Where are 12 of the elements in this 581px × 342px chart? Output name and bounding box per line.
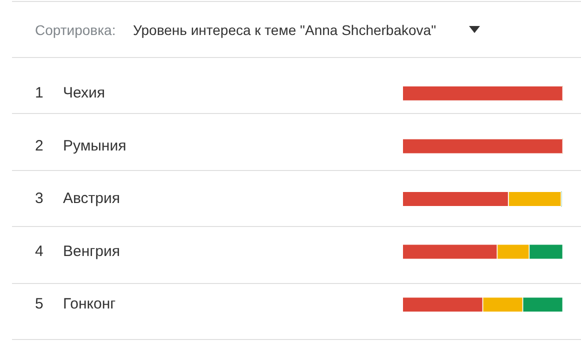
y-tick-label: Гонконг bbox=[63, 296, 116, 313]
y-tick-label: Венгрия bbox=[63, 242, 120, 260]
y-tick-label: Чехия bbox=[63, 84, 106, 102]
text: Уровень интереса к теме "Anna Shcherbakova" bbox=[133, 21, 436, 39]
y-tick-label: Румыния bbox=[63, 137, 126, 154]
text: Сортировка: bbox=[35, 21, 116, 39]
text: 2 bbox=[35, 137, 44, 154]
text: 5 bbox=[35, 296, 44, 313]
text: 1 bbox=[35, 84, 44, 102]
y-tick-label: Австрия bbox=[63, 190, 120, 208]
text: 3 bbox=[35, 190, 44, 208]
text: 4 bbox=[35, 242, 44, 260]
